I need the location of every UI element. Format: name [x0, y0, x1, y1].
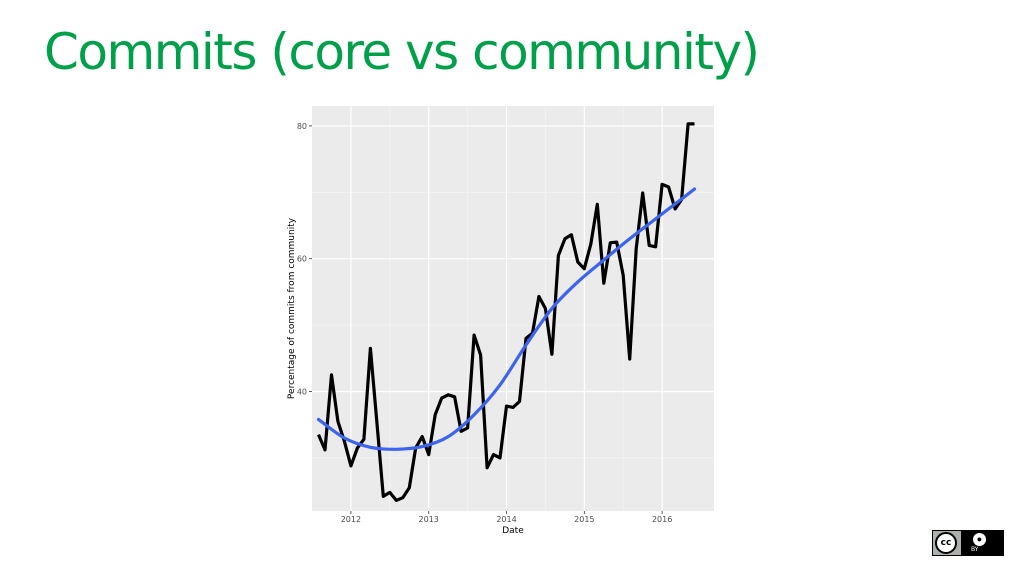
x-tick-label: 2016 — [652, 515, 672, 524]
series-points — [318, 123, 695, 501]
x-tick-label: 2012 — [341, 515, 361, 524]
y-tick-label: 40 — [297, 387, 307, 396]
person-icon: ● — [973, 533, 986, 546]
by-label: BY — [971, 546, 979, 553]
x-tick-label: 2015 — [574, 515, 594, 524]
x-tick-label: 2014 — [496, 515, 516, 524]
axes: 2012 2013 2014 2015 2016 40 60 80 — [297, 122, 672, 524]
creative-commons-icon: cc — [935, 532, 957, 554]
plot-panel — [312, 106, 714, 511]
slide-title: Commits (core vs community) — [44, 23, 760, 81]
major-gridlines — [312, 106, 714, 511]
x-axis-title: Date — [502, 526, 524, 536]
y-tick-label: 60 — [297, 255, 307, 264]
x-tick-label: 2013 — [419, 515, 439, 524]
cc-by-license-badge[interactable]: cc ● BY — [932, 530, 1004, 556]
smoothed-trend-line — [316, 187, 697, 451]
y-axis-title: Percentage of commits from community — [287, 217, 297, 399]
y-tick-label: 80 — [297, 122, 307, 131]
